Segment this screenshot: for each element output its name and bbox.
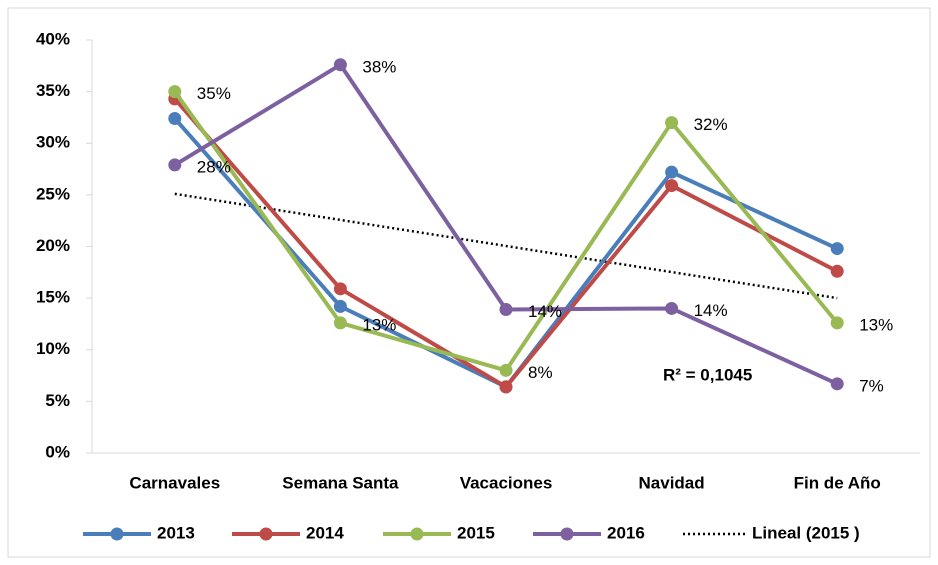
x-tick-label: Carnavales: [129, 473, 220, 492]
point: [665, 165, 679, 179]
data-label: 13%: [859, 315, 893, 334]
y-tick-label: 5%: [45, 391, 70, 410]
point: [499, 363, 513, 377]
chart-border: [7, 7, 931, 558]
data-label: 14%: [528, 302, 562, 321]
data-label: 35%: [197, 84, 231, 103]
data-label: 7%: [859, 376, 884, 395]
point: [333, 58, 347, 72]
point: [830, 316, 844, 330]
x-tick-label: Semana Santa: [282, 473, 399, 492]
point: [499, 302, 513, 316]
point: [665, 179, 679, 193]
legend-label: 2015: [457, 523, 495, 542]
point: [168, 85, 182, 99]
x-tick-label: Fin de Año: [794, 473, 881, 492]
annotation: R² = 0,1045: [663, 365, 752, 384]
legend-marker: [560, 527, 574, 541]
y-tick-label: 40%: [36, 29, 70, 48]
legend-marker: [110, 527, 124, 541]
y-tick-label: 25%: [36, 184, 70, 203]
y-tick-label: 0%: [45, 442, 70, 461]
legend-marker: [410, 527, 424, 541]
point: [333, 316, 347, 330]
point: [665, 301, 679, 315]
y-tick-label: 15%: [36, 288, 70, 307]
legend-marker: [259, 527, 273, 541]
point: [830, 377, 844, 391]
point: [333, 299, 347, 313]
data-label: 28%: [197, 157, 231, 176]
y-tick-label: 35%: [36, 81, 70, 100]
legend-label: 2014: [306, 523, 344, 542]
point: [168, 158, 182, 172]
x-tick-label: Navidad: [639, 473, 705, 492]
y-tick-label: 20%: [36, 236, 70, 255]
point: [499, 380, 513, 394]
point: [665, 116, 679, 130]
data-label: 13%: [362, 315, 396, 334]
legend-label: Lineal (2015 ): [752, 523, 860, 542]
data-label: 8%: [528, 363, 553, 382]
trendline: [174, 192, 838, 300]
data-label: 38%: [362, 57, 396, 76]
y-tick-label: 30%: [36, 133, 70, 152]
data-label: 14%: [694, 301, 728, 320]
point: [830, 242, 844, 256]
legend-label: 2013: [157, 523, 195, 542]
point: [168, 111, 182, 125]
point: [333, 282, 347, 296]
legend-label: 2016: [607, 523, 645, 542]
y-tick-label: 10%: [36, 339, 70, 358]
point: [830, 264, 844, 278]
data-label: 32%: [694, 115, 728, 134]
x-tick-label: Vacaciones: [460, 473, 553, 492]
